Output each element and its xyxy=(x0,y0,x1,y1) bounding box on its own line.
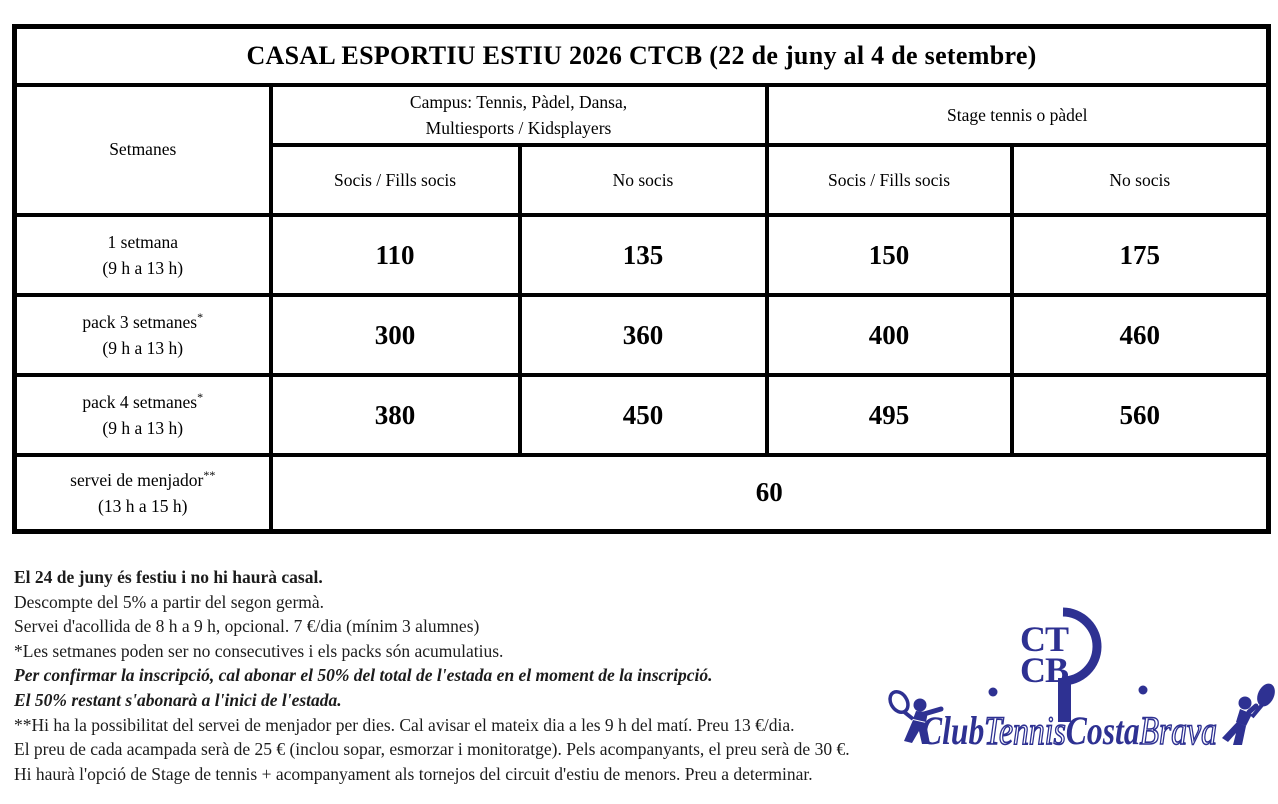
logo-wordmark-brava: Brava xyxy=(1140,708,1217,753)
price-cell: 150 xyxy=(764,213,1014,297)
tennis-player-right-icon xyxy=(1222,683,1275,745)
row-label-sup: * xyxy=(197,389,204,404)
note-line: Per confirmar la inscripció, cal abonar … xyxy=(14,665,713,686)
note-line: Servei d'acollida de 8 h a 9 h, opcional… xyxy=(14,616,480,637)
header-stage-no-socis: No socis xyxy=(1009,143,1271,217)
price-cell: 380 xyxy=(268,373,522,457)
price-cell: 495 xyxy=(764,373,1014,457)
logo-wordmark-tennis: Tennis xyxy=(984,708,1065,753)
logo-graphic: CT CB xyxy=(888,607,1275,754)
price-cell-menjador: 60 xyxy=(268,453,1271,533)
price-cell: 175 xyxy=(1009,213,1271,297)
note-line: *Les setmanes poden ser no consecutives … xyxy=(14,640,504,661)
header-setmanes: Setmanes xyxy=(12,82,273,217)
header-stage-group: Stage tennis o pàdel xyxy=(764,82,1271,147)
price-table: CASAL ESPORTIU ESTIU 2026 CTCB (22 de ju… xyxy=(12,24,1272,534)
row-label-pack-3-setmanes: pack 3 setmanes* (9 h a 13 h) xyxy=(12,293,273,377)
table-row: pack 4 setmanes* (9 h a 13 h) 380 450 49… xyxy=(12,373,1271,457)
price-cell: 400 xyxy=(764,293,1014,377)
logo-monogram-top: CT xyxy=(1020,619,1069,659)
header-campus-group: Campus: Tennis, Pàdel, Dansa, Multiespor… xyxy=(268,82,769,147)
header-campus-no-socis: No socis xyxy=(517,143,769,217)
tennis-ball-icon xyxy=(988,687,998,697)
row-label-sup: * xyxy=(197,309,204,324)
price-cell: 300 xyxy=(268,293,522,377)
racket-icon xyxy=(1058,607,1102,722)
price-cell: 460 xyxy=(1009,293,1271,377)
price-cell: 450 xyxy=(517,373,769,457)
table-title: CASAL ESPORTIU ESTIU 2026 CTCB (22 de ju… xyxy=(12,24,1271,87)
row-hours: (9 h a 13 h) xyxy=(102,338,184,358)
row-hours: (9 h a 13 h) xyxy=(102,418,184,438)
row-label-text: 1 setmana xyxy=(107,231,178,252)
row-hours: (9 h a 13 h) xyxy=(102,258,184,278)
price-cell: 110 xyxy=(268,213,522,297)
table-row: pack 3 setmanes* (9 h a 13 h) 300 360 40… xyxy=(12,293,1271,377)
logo-wordmark-costa: Costa xyxy=(1066,708,1140,753)
row-label-text: servei de menjador xyxy=(70,469,204,490)
note-line: El 50% restant s'abonarà a l'inici de l'… xyxy=(14,689,342,710)
price-cell: 560 xyxy=(1009,373,1271,457)
footnotes: El 24 de juny és festiu i no hi haurà ca… xyxy=(14,565,894,786)
row-hours: (13 h a 15 h) xyxy=(98,495,188,516)
tennis-player-left-icon xyxy=(888,690,944,744)
logo-wordmark: ClubTennisCostaBrava xyxy=(921,708,1217,753)
note-line: El preu de cada acampada serà de 25 € (i… xyxy=(14,739,850,760)
table-row: 1 setmana (9 h a 13 h) 110 135 150 175 xyxy=(12,213,1271,297)
note-line: Hi haurà l'opció de Stage de tennis + ac… xyxy=(14,763,813,784)
price-cell: 135 xyxy=(517,213,769,297)
tennis-ball-icon xyxy=(1138,685,1148,695)
row-label-sup: ** xyxy=(203,467,216,482)
header-stage-socis: Socis / Fills socis xyxy=(764,143,1014,217)
note-line: El 24 de juny és festiu i no hi haurà ca… xyxy=(14,567,323,587)
price-cell: 360 xyxy=(517,293,769,377)
row-label-text: pack 4 setmanes xyxy=(82,391,198,412)
row-label-1-setmana: 1 setmana (9 h a 13 h) xyxy=(12,213,273,297)
table-row: servei de menjador** (13 h a 15 h) 60 xyxy=(12,453,1271,533)
header-campus-socis: Socis / Fills socis xyxy=(268,143,522,217)
row-label-servei-menjador: servei de menjador** (13 h a 15 h) xyxy=(12,453,273,533)
club-tennis-costa-brava-logo: CT CB xyxy=(880,593,1278,778)
logo-wordmark-club: Club xyxy=(921,708,984,753)
row-label-pack-4-setmanes: pack 4 setmanes* (9 h a 13 h) xyxy=(12,373,273,457)
note-line: **Hi ha la possibilitat del servei de me… xyxy=(14,714,795,735)
row-label-text: pack 3 setmanes xyxy=(82,311,198,332)
note-line: Descompte del 5% a partir del segon germ… xyxy=(14,591,325,612)
